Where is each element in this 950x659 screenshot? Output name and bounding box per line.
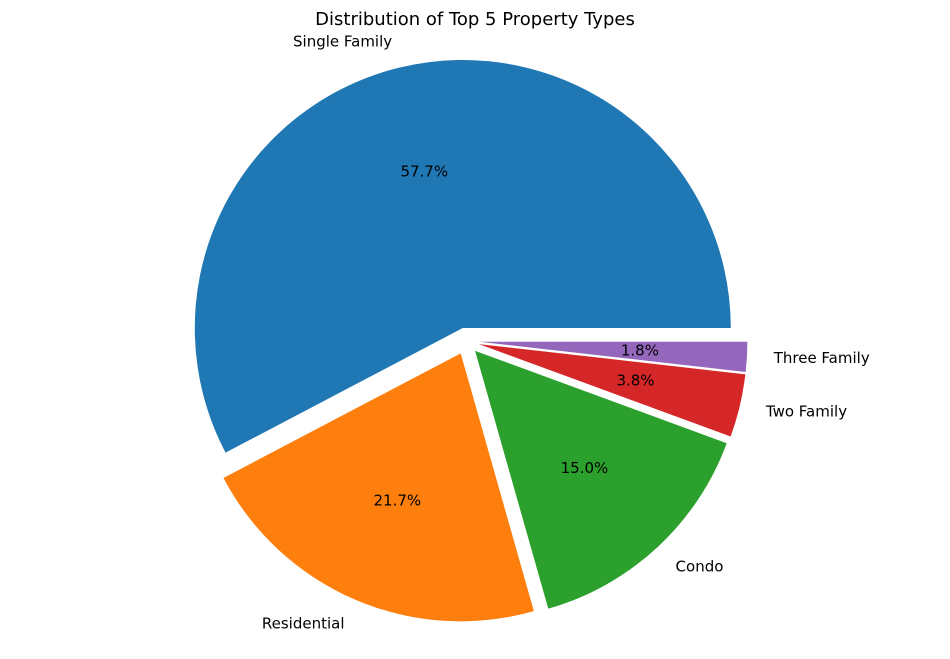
pie-slice-single-family	[194, 59, 731, 453]
category-label: Condo	[676, 557, 724, 575]
category-label: Three Family	[773, 349, 870, 367]
percent-label: 15.0%	[561, 459, 609, 477]
percent-label: 3.8%	[616, 372, 654, 390]
chart-title: Distribution of Top 5 Property Types	[315, 9, 635, 30]
percent-label: 57.7%	[400, 162, 448, 180]
category-label: Two Family	[765, 403, 847, 421]
pie-slice-condo	[475, 350, 727, 609]
pie-slice-two-family	[479, 344, 746, 437]
pie-slice-three-family	[479, 341, 748, 373]
percent-label: 21.7%	[373, 492, 421, 510]
category-label: Single Family	[293, 32, 392, 50]
pie-slices	[194, 59, 748, 622]
pie-labels: Single Family 57.7% Residential 21.7% Condo 1…	[262, 32, 870, 632]
category-label: Residential	[262, 615, 345, 633]
pie-slice-residential	[223, 353, 534, 622]
percent-label: 1.8%	[621, 341, 659, 359]
